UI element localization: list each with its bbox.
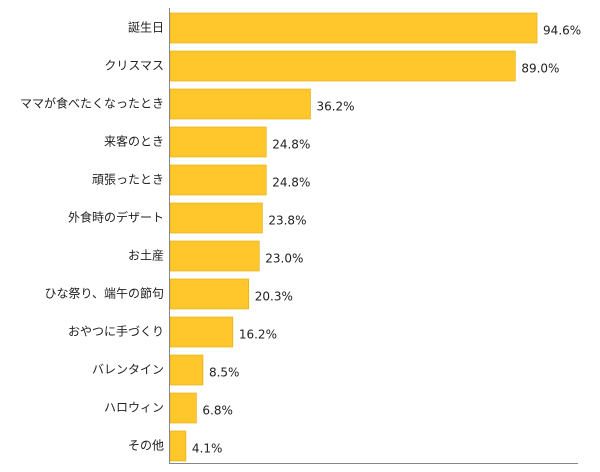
data-label: 6.8% — [202, 404, 233, 418]
category-label: ひな祭り、端午の節句 — [44, 286, 164, 301]
category-label: その他 — [128, 439, 164, 453]
category-label: バレンタイン — [92, 363, 164, 377]
bar — [169, 354, 204, 386]
bar — [169, 202, 263, 234]
data-label: 24.8% — [272, 176, 310, 190]
data-label: 20.3% — [255, 290, 293, 304]
data-label: 23.0% — [265, 252, 303, 266]
data-label: 8.5% — [209, 366, 240, 380]
category-label: 来客のとき — [104, 134, 164, 149]
category-label: おやつに手づくり — [68, 325, 164, 339]
category-label: 誕生日 — [128, 21, 164, 35]
bar — [169, 88, 311, 120]
data-label: 4.1% — [192, 442, 223, 456]
bar — [169, 392, 197, 424]
bar — [169, 240, 260, 272]
labels-layer: 誕生日 94.6% クリスマス 89.0% ママが食べたくなったとき 36.2% 来客のとき… — [20, 21, 581, 456]
bar — [169, 316, 234, 348]
bar — [169, 12, 538, 44]
data-label: 23.8% — [268, 214, 306, 228]
category-label: クリスマス — [104, 59, 164, 73]
bar — [169, 164, 267, 196]
category-label: ママが食べたくなったとき — [20, 96, 164, 111]
data-label: 24.8% — [272, 138, 310, 152]
data-label: 89.0% — [521, 62, 559, 76]
bar — [169, 126, 267, 158]
data-label: 16.2% — [239, 328, 277, 342]
category-label: お土産 — [128, 248, 164, 263]
data-label: 36.2% — [316, 100, 354, 114]
bar — [169, 430, 187, 462]
category-label: 頑張ったとき — [92, 173, 164, 187]
bar — [169, 278, 250, 310]
data-label: 94.6% — [543, 24, 581, 38]
category-label: ハロウィン — [104, 401, 164, 415]
bar — [169, 50, 516, 82]
category-label: 外食時のデザート — [68, 210, 164, 225]
bars-layer — [169, 12, 538, 462]
